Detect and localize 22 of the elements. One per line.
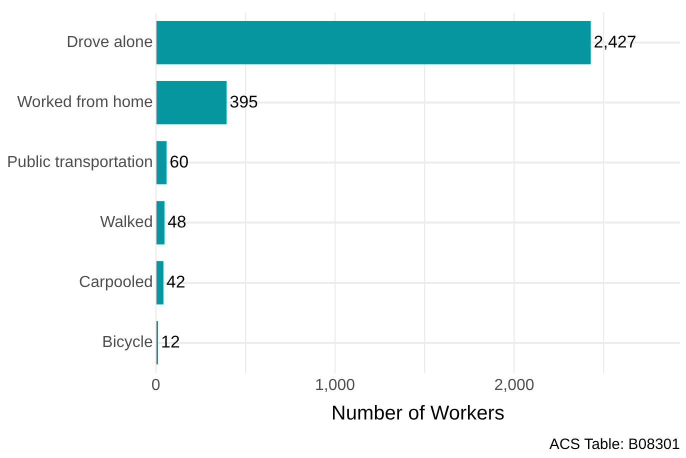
bar (156, 261, 164, 304)
y-tick-label: Worked from home (17, 94, 153, 112)
bar (156, 201, 164, 244)
bar (156, 141, 167, 184)
x-axis-title: Number of Workers (331, 402, 504, 425)
x-tick-label: 0 (151, 376, 160, 394)
y-tick-label: Public transportation (7, 154, 153, 172)
bar (156, 21, 591, 64)
y-tick-label: Drove alone (66, 34, 153, 52)
data-label: 2,427 (594, 32, 636, 52)
y-tick-label: Bicycle (102, 334, 153, 352)
x-tick-label: 1,000 (315, 376, 356, 394)
bar (156, 81, 227, 124)
y-tick-label: Carpooled (79, 274, 153, 292)
data-label: 12 (161, 332, 180, 352)
data-label: 60 (170, 152, 189, 172)
data-label: 42 (166, 272, 186, 292)
data-label: 48 (167, 212, 186, 232)
x-tick-label: 2,000 (494, 376, 534, 394)
data-label: 395 (230, 92, 258, 112)
y-tick-label: Walked (100, 214, 153, 232)
text: ACS Table: B08301 (549, 436, 680, 454)
